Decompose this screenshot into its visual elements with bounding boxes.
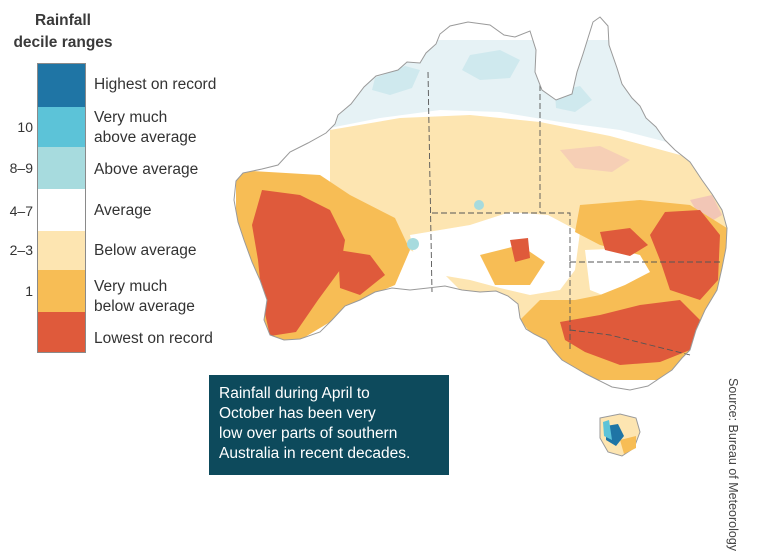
callout-line1: Rainfall during April to <box>219 385 370 402</box>
decile-1: 1 <box>25 283 33 299</box>
label-very-much-above-line2: above average <box>94 129 197 146</box>
swatch-average <box>38 189 85 231</box>
region-lowest-nsw-central <box>600 228 648 256</box>
tasmania-highest-on-record <box>606 424 624 446</box>
border-wa <box>427 71 433 293</box>
state-borders <box>427 71 720 356</box>
spot-above-average-2 <box>474 200 484 210</box>
region-pink-patch <box>560 146 630 172</box>
label-very-much-above-average: Very much above average <box>94 108 197 148</box>
swatch-very-much-above-average <box>38 107 85 147</box>
legend-title-line1: Rainfall <box>35 12 91 29</box>
decile-8-9: 8–9 <box>9 160 33 176</box>
label-below-average: Below average <box>94 242 197 259</box>
label-above-average: Above average <box>94 161 199 178</box>
swatch-highest-on-record <box>38 64 85 107</box>
callout-box: Rainfall during April to October has bee… <box>209 375 449 475</box>
region-lowest-east-coast <box>650 210 720 300</box>
australia-rainfall-map <box>233 16 728 457</box>
label-very-much-above-line1: Very much <box>94 109 168 126</box>
tasmania-very-much-above <box>603 420 612 440</box>
swatch-very-much-below-average <box>38 270 85 312</box>
decile-2-3: 2–3 <box>9 242 33 258</box>
border-sa-qld <box>540 212 571 262</box>
label-highest-on-record: Highest on record <box>94 76 217 93</box>
border-nsw-vic <box>569 329 691 356</box>
label-very-much-below-line1: Very much <box>94 278 168 295</box>
rainfall-shading <box>236 40 727 380</box>
region-lowest-victoria <box>560 300 700 365</box>
region-north-above-average-2 <box>462 50 520 80</box>
callout-line2: October has been very <box>219 405 376 422</box>
swatch-above-average <box>38 147 85 189</box>
decile-10: 10 <box>17 119 33 135</box>
region-pink-patch-east <box>690 195 722 225</box>
label-very-much-below-average: Very much below average <box>94 277 195 317</box>
legend-title-line2: decile ranges <box>13 34 113 51</box>
region-lowest-southwest <box>252 190 345 336</box>
label-very-much-below-line2: below average <box>94 298 195 315</box>
swatch-lowest-on-record <box>38 312 85 352</box>
region-lowest-sa-spot <box>510 238 530 262</box>
legend-title: Rainfall decile ranges <box>0 10 126 54</box>
callout-line3: low over parts of southern <box>219 425 398 442</box>
source-credit: Source: Bureau of Meteorology <box>726 378 740 551</box>
tasmania <box>599 413 641 457</box>
legend-color-bar <box>37 63 86 353</box>
swatch-below-average <box>38 231 85 270</box>
label-lowest-on-record: Lowest on record <box>94 330 213 347</box>
region-north-above-average-1 <box>372 66 420 95</box>
decile-4-7: 4–7 <box>9 203 33 219</box>
label-average: Average <box>94 202 152 219</box>
callout-line4: Australia in recent decades. <box>219 445 411 462</box>
region-lowest-sw-coast <box>338 250 385 295</box>
tasmania-very-much-below <box>620 436 636 454</box>
spot-above-average-1 <box>407 238 419 250</box>
